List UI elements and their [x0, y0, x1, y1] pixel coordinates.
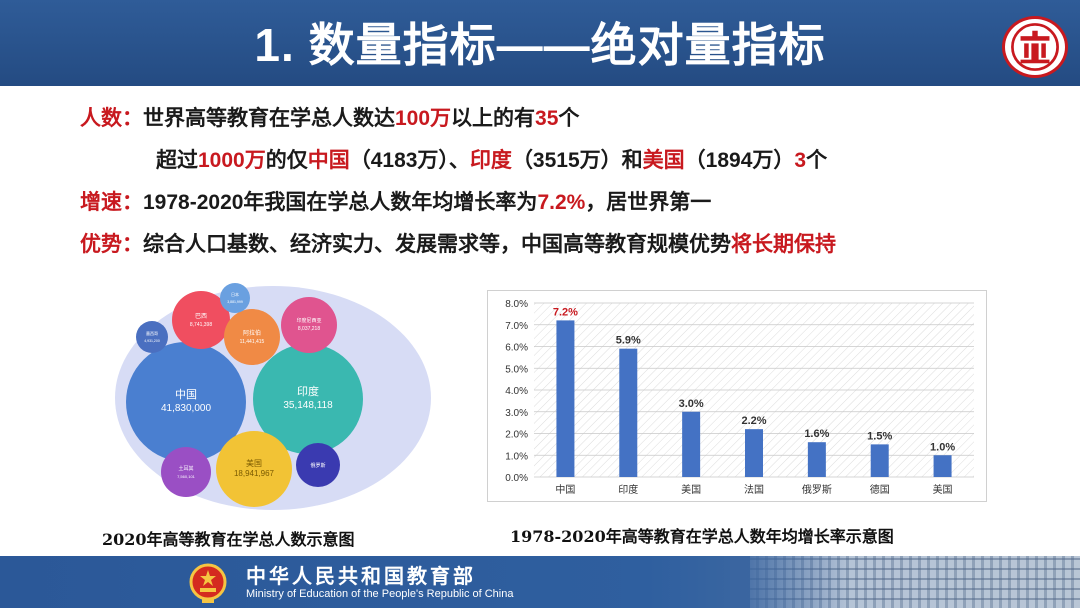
- footer-ministry-english: Ministry of Education of the People's Re…: [246, 588, 514, 600]
- bar: [933, 455, 952, 477]
- university-logo-icon: [1002, 16, 1068, 78]
- bubble-usa: 美国 18,941,967: [216, 431, 292, 507]
- svg-text:4,931,200: 4,931,200: [144, 339, 160, 343]
- x-tick-label: 德国: [870, 483, 890, 496]
- svg-text:3,881,999: 3,881,999: [227, 300, 243, 304]
- x-tick-label: 印度: [618, 483, 638, 496]
- bar: [682, 411, 701, 477]
- slide-title: 1. 数量指标——绝对量指标: [254, 19, 826, 71]
- bubble-russia: 俄罗斯: [296, 443, 340, 487]
- x-tick-label: 中国: [555, 483, 575, 496]
- svg-text:7,560,101: 7,560,101: [177, 474, 196, 479]
- data-label: 2.2%: [741, 415, 766, 427]
- bar-chart-caption: 1978-2020年高等教育在学总人数年均增长率示意图: [510, 527, 894, 546]
- y-tick-label: 0.0%: [505, 473, 528, 484]
- point-enrollment: 人数：世界高等教育在学总人数达100万以上的有35个: [80, 107, 580, 130]
- bubble-brazil: 巴西 8,741,398: [172, 291, 230, 349]
- bubble-chart: 中国 41,830,000 印度 35,148,118 美国 18,941,96…: [108, 280, 438, 510]
- svg-text:巴西: 巴西: [195, 313, 207, 320]
- title-bar: [0, 0, 1080, 86]
- data-label: 3.0%: [679, 398, 704, 410]
- bar: [556, 320, 575, 477]
- svg-text:18,941,967: 18,941,967: [234, 469, 275, 478]
- svg-text:美国: 美国: [246, 458, 262, 468]
- bubble-turkey: 土耳其 7,560,101: [161, 447, 211, 497]
- data-label: 7.2%: [553, 306, 578, 318]
- svg-text:土耳其: 土耳其: [178, 465, 193, 472]
- footer-ministry-name: 中华人民共和国教育部: [246, 564, 476, 588]
- x-tick-label: 俄罗斯: [802, 483, 832, 496]
- growth-bar-chart: 0.0% 1.0% 2.0% 3.0% 4.0% 5.0% 6.0% 7.0% 8.0% 7.2…: [487, 290, 987, 502]
- y-tick-label: 3.0%: [505, 408, 528, 419]
- svg-text:印度尼西亚: 印度尼西亚: [296, 317, 321, 324]
- svg-text:8,741,398: 8,741,398: [190, 322, 212, 328]
- bubble-indonesia: 印度尼西亚 8,037,218: [281, 297, 337, 353]
- y-tick-label: 5.0%: [505, 364, 528, 375]
- bar: [807, 442, 826, 477]
- x-tick-label: 法国: [744, 483, 764, 496]
- x-tick-label: 美国: [933, 483, 953, 496]
- x-tick-label: 美国: [681, 483, 701, 496]
- bar: [745, 429, 763, 477]
- y-tick-label: 2.0%: [505, 430, 528, 441]
- bubble-arab: 阿拉伯 11,441,415: [224, 309, 280, 365]
- y-tick-label: 1.0%: [505, 451, 528, 462]
- svg-text:11,441,415: 11,441,415: [240, 339, 265, 345]
- svg-text:中国: 中国: [175, 388, 197, 401]
- bubble-china: 中国 41,830,000: [126, 342, 246, 462]
- bar: [870, 444, 889, 477]
- point-growth: 增速：1978-2020年我国在学总人数年均增长率为7.2%，居世界第一: [80, 191, 712, 214]
- national-emblem-icon: [188, 562, 228, 604]
- svg-text:墨西哥: 墨西哥: [146, 330, 158, 336]
- y-tick-label: 6.0%: [505, 343, 528, 354]
- point-top-three: 超过1000万的仅中国（4183万）、印度（3515万）和美国（1894万）3个: [156, 149, 828, 172]
- svg-text:8,037,218: 8,037,218: [298, 326, 320, 332]
- point-advantage: 优势：综合人口基数、经济实力、发展需求等，中国高等教育规模优势将长期保持: [80, 233, 836, 256]
- data-label: 1.0%: [930, 441, 955, 453]
- y-tick-label: 7.0%: [505, 321, 528, 332]
- bubble-japan: 日本 3,881,999: [220, 283, 250, 313]
- svg-text:41,830,000: 41,830,000: [161, 403, 211, 414]
- svg-text:俄罗斯: 俄罗斯: [310, 462, 325, 469]
- svg-text:35,148,118: 35,148,118: [283, 400, 333, 411]
- bubble-india: 印度 35,148,118: [253, 344, 363, 454]
- bar: [619, 348, 638, 477]
- y-tick-label: 8.0%: [505, 299, 528, 310]
- footer-bar: [0, 556, 1080, 608]
- svg-text:印度: 印度: [297, 384, 319, 398]
- data-label: 1.5%: [867, 430, 892, 442]
- bubble-mexico: 墨西哥 4,931,200: [136, 321, 168, 353]
- svg-text:日本: 日本: [231, 291, 239, 297]
- bubble-chart-caption: 2020年高等教育在学总人数示意图: [102, 530, 355, 549]
- data-label: 1.6%: [804, 428, 829, 440]
- y-tick-label: 4.0%: [505, 386, 528, 397]
- data-label: 5.9%: [616, 335, 641, 347]
- svg-text:阿拉伯: 阿拉伯: [243, 329, 261, 337]
